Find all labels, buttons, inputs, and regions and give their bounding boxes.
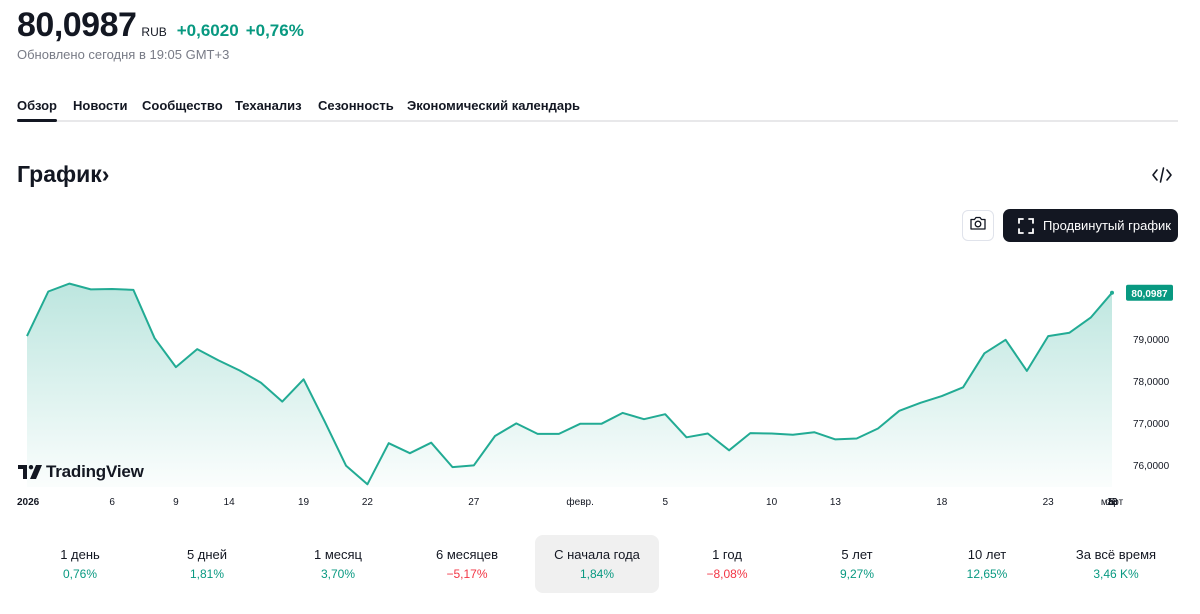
current-price-marker: 80,0987 bbox=[1126, 284, 1173, 301]
chart-section-link[interactable]: График› bbox=[17, 161, 109, 188]
currency-label: RUB bbox=[141, 25, 167, 39]
current-price-badge bbox=[1126, 284, 1173, 301]
chart-point bbox=[1110, 290, 1114, 295]
x-tick-label: 10 bbox=[1106, 497, 1118, 508]
chart-section-title: График bbox=[17, 161, 102, 187]
period-value: 3,46 K% bbox=[1093, 567, 1139, 581]
x-tick-label: 14 bbox=[224, 497, 236, 508]
period-value: 1,84% bbox=[579, 567, 615, 581]
period-value: −8,08% bbox=[706, 567, 748, 581]
period-5-years[interactable]: 5 лет 9,27% bbox=[795, 535, 919, 593]
period-value: 0,76% bbox=[62, 567, 98, 581]
tab-technical-analysis[interactable]: Теханализ bbox=[235, 98, 302, 113]
price-chart[interactable]: 76,0000 77,0000 78,0000 79,0000 2026 6 9 14 19 2… bbox=[0, 240, 1200, 515]
period-1-year[interactable]: 1 год −8,08% bbox=[665, 535, 789, 593]
period-label: 10 лет bbox=[967, 547, 1007, 562]
chart-price-line bbox=[26, 282, 1113, 486]
x-tick-label: 5 bbox=[662, 497, 668, 508]
period-1-month[interactable]: 1 месяц 3,70% bbox=[276, 535, 400, 593]
tab-overview[interactable]: Обзор bbox=[17, 98, 57, 122]
period-label: 5 дней bbox=[186, 547, 228, 562]
y-tick-label: 77,0000 bbox=[1133, 419, 1170, 430]
period-value: 9,27% bbox=[839, 567, 875, 581]
camera-icon bbox=[969, 215, 987, 236]
y-tick-label: 78,0000 bbox=[1133, 377, 1170, 388]
period-all-time[interactable]: За всё время 3,46 K% bbox=[1054, 535, 1178, 593]
x-tick-label: февр. bbox=[566, 496, 593, 508]
tab-news[interactable]: Новости bbox=[73, 98, 128, 113]
x-tick-label: 23 bbox=[1043, 497, 1055, 508]
period-10-years[interactable]: 10 лет 12,65% bbox=[925, 535, 1049, 593]
price-change: +0,6020 bbox=[176, 21, 239, 40]
x-tick-label: 10 bbox=[766, 497, 778, 508]
chart-area-fill bbox=[27, 283, 1112, 487]
period-value: 1,81% bbox=[189, 567, 225, 581]
x-tick-label: 6 bbox=[109, 497, 115, 508]
x-tick-label: 19 bbox=[298, 497, 310, 508]
price-change-percent: +0,76% bbox=[245, 21, 304, 40]
tab-bar: Обзор Новости Сообщество Теханализ Сезон… bbox=[17, 92, 1178, 122]
x-tick-label: 2026 bbox=[17, 497, 40, 508]
x-tick-label: 13 bbox=[1106, 497, 1118, 508]
current-price: 80,0987 bbox=[17, 6, 137, 44]
updated-timestamp: Обновлено сегодня в 19:05 GMT+3 bbox=[17, 47, 230, 62]
tab-community[interactable]: Сообщество bbox=[142, 98, 223, 113]
period-1-day[interactable]: 1 день 0,76% bbox=[18, 535, 142, 593]
y-axis: 76,0000 77,0000 78,0000 79,0000 bbox=[1133, 335, 1170, 472]
period-label: За всё время bbox=[1075, 547, 1157, 562]
tradingview-logo-text: TradingView bbox=[46, 462, 144, 481]
x-tick-label: 5 bbox=[1109, 497, 1115, 508]
x-tick-label: 22 bbox=[362, 497, 374, 508]
period-performance: 1 день 0,76% 5 дней 1,81% 1 месяц 3,70% … bbox=[18, 535, 1178, 593]
x-tick-label: 27 bbox=[468, 497, 480, 508]
period-value: −5,17% bbox=[446, 567, 488, 581]
period-value: 3,70% bbox=[320, 567, 356, 581]
period-label: 1 месяц bbox=[314, 547, 362, 562]
snapshot-button[interactable] bbox=[962, 210, 994, 241]
y-tick-label: 76,0000 bbox=[1133, 461, 1170, 472]
price-header: 80,0987 RUB +0,6020 +0,76% bbox=[17, 6, 304, 45]
period-5-days[interactable]: 5 дней 1,81% bbox=[145, 535, 269, 593]
x-tick-label: 9 bbox=[173, 497, 179, 508]
period-label: С начала года bbox=[554, 547, 640, 562]
advanced-chart-label: Продвинутый график bbox=[1043, 218, 1171, 233]
period-label: 5 лет bbox=[841, 547, 873, 562]
advanced-chart-button[interactable]: Продвинутый график bbox=[1003, 209, 1178, 242]
y-tick-label: 79,0000 bbox=[1133, 335, 1170, 346]
tradingview-logo[interactable]: TradingView bbox=[18, 462, 144, 482]
period-label: 1 день bbox=[60, 547, 100, 562]
current-price-label: 80,0987 bbox=[1131, 289, 1168, 300]
code-icon[interactable] bbox=[1150, 164, 1174, 186]
period-value: 12,65% bbox=[966, 567, 1008, 581]
chevron-right-icon: › bbox=[101, 161, 110, 187]
period-6-months[interactable]: 6 месяцев −5,17% bbox=[405, 535, 529, 593]
fullscreen-icon bbox=[1018, 217, 1034, 234]
period-ytd[interactable]: С начала года 1,84% bbox=[535, 535, 659, 593]
chart-points bbox=[1110, 290, 1114, 295]
tradingview-logo-icon bbox=[18, 465, 42, 479]
x-tick-label: март bbox=[1101, 497, 1124, 508]
x-tick-label: 18 bbox=[936, 497, 948, 508]
tab-seasonality[interactable]: Сезонность bbox=[318, 98, 394, 113]
x-tick-label: 13 bbox=[830, 497, 842, 508]
tab-economic-calendar[interactable]: Экономический календарь bbox=[407, 98, 581, 113]
period-label: 1 год bbox=[712, 547, 742, 562]
period-label: 6 месяцев bbox=[436, 547, 498, 562]
